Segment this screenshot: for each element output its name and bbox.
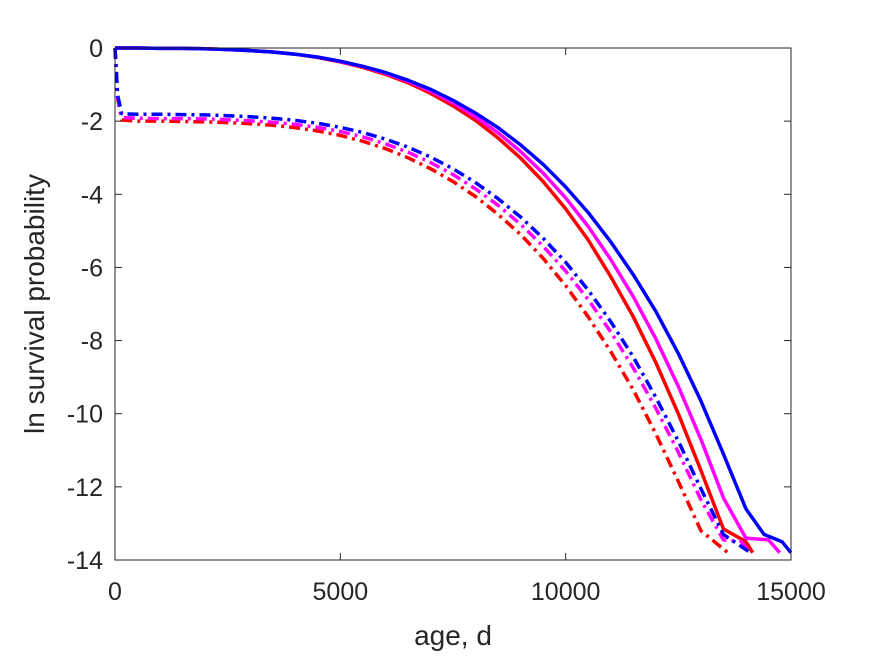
x-tick-label: 0 — [108, 578, 122, 606]
y-tick-label: -8 — [81, 328, 103, 356]
y-tick-label: -10 — [67, 401, 103, 429]
x-tick-label: 5000 — [313, 578, 369, 606]
tick-layer: 0 5000 10000 15000 0 -2 -4 -6 -8 -10 -12 -14 — [67, 35, 826, 606]
y-axis-title: ln survival probability — [19, 174, 50, 434]
y-tick-label: -4 — [81, 181, 103, 209]
series-line-6 — [113, 47, 752, 555]
series-layer — [113, 46, 793, 555]
y-tick-label: -14 — [67, 547, 103, 575]
series-line-2 — [115, 46, 782, 554]
x-axis-title: age, d — [414, 620, 492, 651]
y-tick-label: -2 — [81, 108, 103, 136]
y-tick-label: 0 — [89, 35, 103, 63]
series-line-4 — [113, 47, 730, 555]
y-tick-label: -12 — [67, 474, 103, 502]
plot-frame — [114, 47, 792, 561]
x-tick-label: 15000 — [756, 578, 826, 606]
y-tick-label: -6 — [81, 254, 103, 282]
series-line-3 — [115, 46, 793, 554]
x-tick-label: 10000 — [531, 578, 601, 606]
